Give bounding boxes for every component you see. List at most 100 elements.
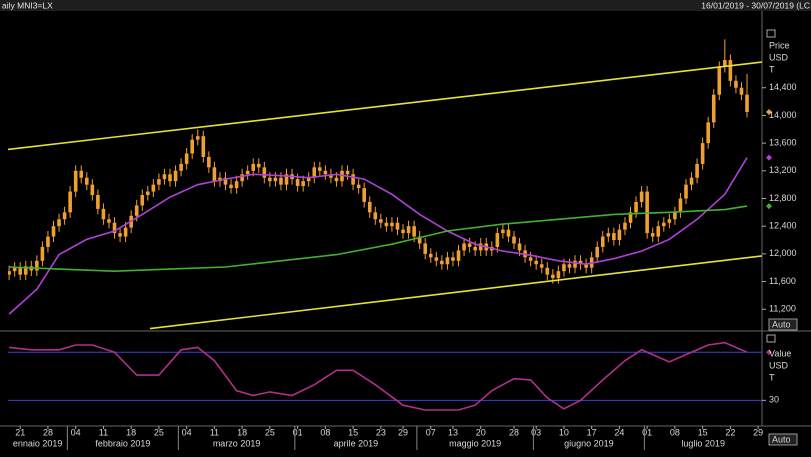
candle-body <box>162 174 167 180</box>
candle-body <box>107 219 111 223</box>
pane-icon[interactable] <box>766 334 776 343</box>
month-label: maggio 2019 <box>449 438 501 448</box>
line <box>8 157 748 315</box>
x-tick-label: 15 <box>348 427 358 437</box>
candle-body <box>711 94 716 123</box>
candle-body <box>245 170 250 175</box>
candle-body <box>634 201 638 213</box>
candle-body <box>351 174 355 185</box>
candle-body <box>23 266 28 275</box>
candle-body <box>545 267 550 275</box>
candle-body <box>734 80 738 88</box>
candle-body <box>639 191 644 202</box>
candle-body <box>717 66 722 95</box>
pane-icon[interactable] <box>766 29 776 38</box>
x-tick-label: 20 <box>476 427 486 437</box>
last-value-marker <box>766 349 772 356</box>
y-tick-label: 12,800 <box>769 193 797 203</box>
auto-button-label[interactable]: Auto <box>772 319 791 329</box>
candle-body <box>57 219 61 227</box>
candle-body <box>184 153 189 164</box>
x-tick-label: 04 <box>182 427 192 437</box>
month-label: aprile 2019 <box>334 438 379 448</box>
candle-body <box>556 271 561 279</box>
x-tick-label: 29 <box>398 427 408 437</box>
candle-body <box>173 170 178 182</box>
candle-body <box>406 226 411 234</box>
candle-body <box>390 222 394 227</box>
candle-body <box>90 184 95 196</box>
auto-button-label[interactable]: Auto <box>772 434 791 444</box>
candle-body <box>179 163 183 171</box>
candle-body <box>600 236 605 247</box>
candle-body <box>706 122 710 144</box>
axis-label: USD <box>769 52 789 62</box>
last-value-marker <box>766 154 772 161</box>
x-tick-label: 03 <box>531 427 541 437</box>
month-label: marzo 2019 <box>213 438 261 448</box>
candle-body <box>606 233 611 237</box>
auto-button[interactable] <box>768 318 798 331</box>
candle-body <box>728 60 733 81</box>
candle-body <box>112 222 117 234</box>
candle-body <box>661 222 666 227</box>
candle-body <box>118 233 122 237</box>
last-value-marker <box>766 203 772 210</box>
candle-body <box>423 243 428 254</box>
chart-title: aily MNI3=LX <box>2 0 53 10</box>
candle-body <box>273 177 278 182</box>
candle-body <box>700 143 705 164</box>
candle-body <box>379 219 383 223</box>
candle-body <box>207 156 211 168</box>
y-tick-label: 30 <box>769 395 779 405</box>
candle-body <box>312 167 317 178</box>
candle-body <box>395 222 400 230</box>
candle-body <box>240 174 244 182</box>
candle-body <box>478 243 483 251</box>
candle-body <box>73 170 78 192</box>
candle-body <box>334 177 339 182</box>
candle-body <box>318 167 322 171</box>
candle-body <box>62 212 67 220</box>
candle-body <box>456 250 461 261</box>
candle-body <box>373 212 378 220</box>
auto-button[interactable] <box>768 433 798 446</box>
candle-body <box>157 179 161 185</box>
candle-body <box>623 222 627 230</box>
candle-body <box>495 233 500 247</box>
candle-body <box>473 246 477 251</box>
candle-body <box>645 191 649 234</box>
x-tick-label: 08 <box>670 427 680 437</box>
candle-body <box>356 184 361 189</box>
candle-body <box>40 246 45 261</box>
candle-body <box>467 243 472 247</box>
x-tick-label: 13 <box>448 427 458 437</box>
candle-body <box>68 191 72 213</box>
candle-body <box>151 184 156 192</box>
header-bar <box>0 0 811 11</box>
candle-body <box>656 226 661 237</box>
x-tick-label: 08 <box>320 427 330 437</box>
axis-label: T <box>769 64 775 74</box>
candle-body <box>190 139 195 154</box>
line <box>8 61 762 151</box>
candle-body <box>584 264 588 268</box>
line <box>149 255 762 330</box>
x-tick-label: 10 <box>559 427 569 437</box>
candle-body <box>18 267 23 275</box>
candle-body <box>329 174 333 178</box>
candle-body <box>229 184 233 189</box>
axis-label: Price <box>769 40 790 50</box>
y-tick-label: 14,400 <box>769 82 797 92</box>
candle-body <box>345 170 350 175</box>
candle-body <box>501 229 505 234</box>
candle-body <box>8 271 11 275</box>
candle-body <box>384 222 389 227</box>
candle-body <box>306 177 311 182</box>
x-tick-label: 25 <box>154 427 164 437</box>
candle-body <box>684 184 688 199</box>
candle-body <box>301 181 305 187</box>
candle-body <box>723 60 727 67</box>
candle-body <box>567 264 572 268</box>
x-tick-label: 29 <box>753 427 763 437</box>
